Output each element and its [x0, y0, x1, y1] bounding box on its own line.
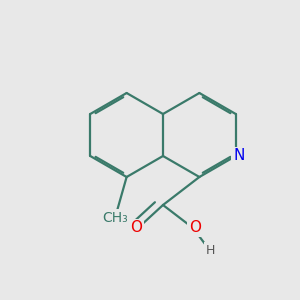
Text: N: N: [233, 148, 244, 164]
Text: O: O: [130, 220, 142, 236]
Text: H: H: [205, 244, 215, 256]
Text: CH₃: CH₃: [102, 211, 128, 225]
Text: O: O: [189, 220, 201, 236]
